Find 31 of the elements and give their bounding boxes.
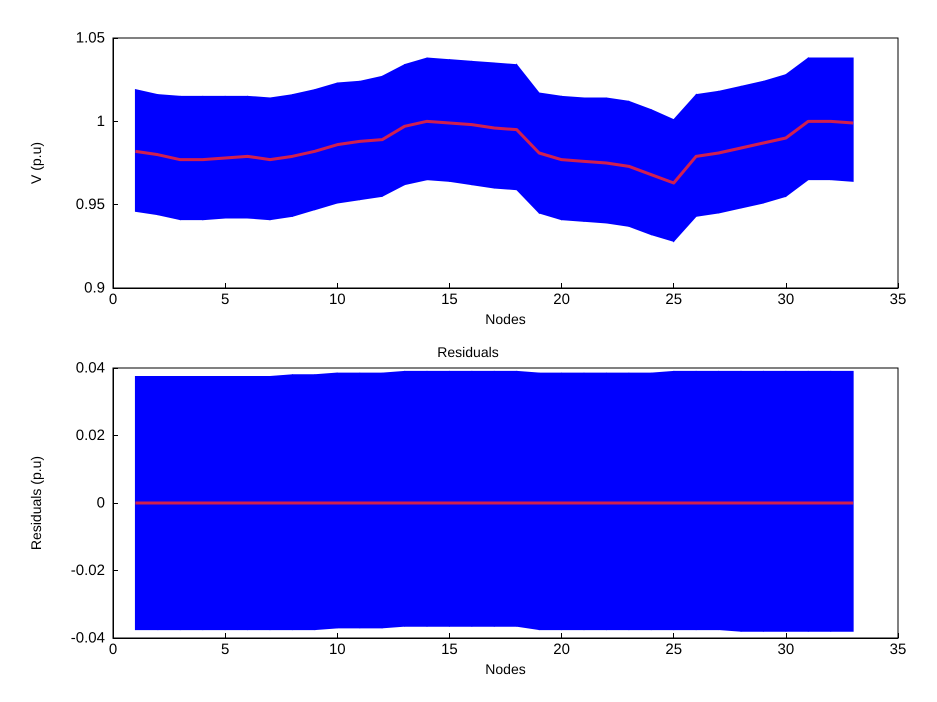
x-tick-label: 0: [108, 291, 118, 308]
x-tick-label: 35: [890, 291, 906, 308]
chart-title: Residuals: [437, 344, 499, 360]
y-tick-label: 0.95: [76, 196, 105, 214]
x-tick-label: 20: [553, 291, 570, 308]
x-tick-label: 35: [890, 641, 906, 658]
x-tick-label: 15: [441, 291, 458, 308]
x-axis-title: Nodes: [485, 660, 526, 677]
x-tick-label: 20: [553, 641, 570, 658]
y-tick-label: 1.05: [76, 30, 105, 46]
x-tick-label: 10: [328, 291, 346, 308]
y-tick-label: 1: [96, 112, 105, 130]
x-tick-label: 30: [778, 641, 794, 658]
x-tick-label: 5: [220, 291, 230, 308]
line-series: [134, 120, 855, 184]
x-tick-label: 5: [220, 641, 230, 658]
x-tick-label: 30: [778, 291, 794, 308]
y-tick-label: 0.9: [84, 280, 105, 296]
x-tick-label: 25: [665, 641, 682, 658]
y-tick-label: -0.04: [70, 630, 105, 646]
y-tick-label: 0.02: [76, 427, 105, 444]
x-tick-label: 10: [328, 641, 346, 658]
y-tick-label: -0.02: [70, 562, 105, 579]
y-tick-label: 0: [96, 494, 105, 512]
x-axis-title: Nodes: [485, 310, 526, 327]
x-tick-label: 0: [108, 641, 118, 658]
y-tick-label: 0.04: [76, 360, 105, 376]
x-tick-label: 15: [441, 641, 458, 658]
y-axis-title: Residuals (p.u): [28, 456, 44, 550]
y-axis-title: V (p.u): [28, 142, 44, 184]
x-tick-label: 25: [665, 291, 682, 308]
